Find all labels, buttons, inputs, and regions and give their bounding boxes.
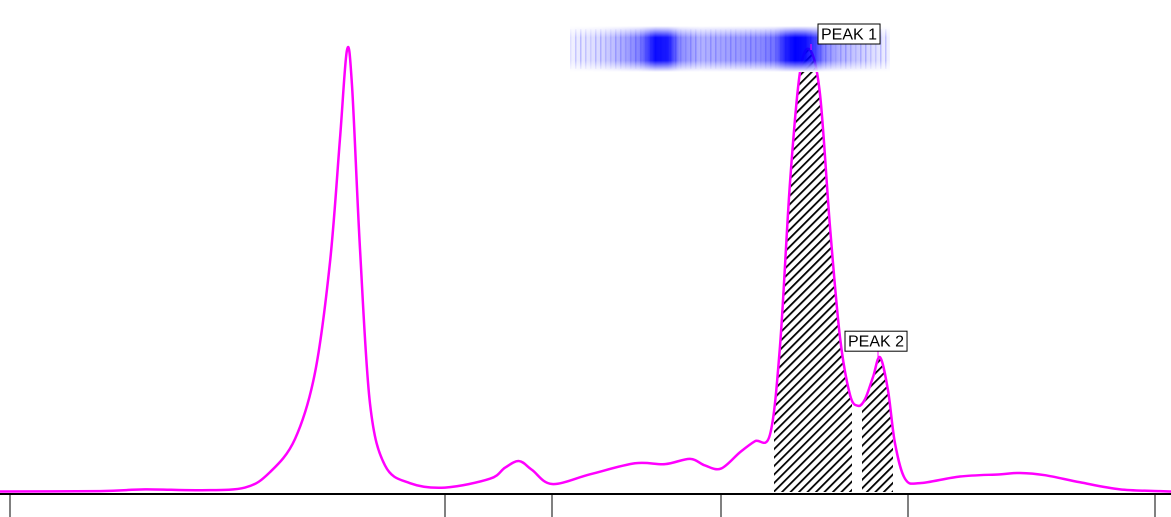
x-axis bbox=[0, 493, 1171, 517]
shaded-region-2 bbox=[862, 47, 893, 492]
trace-line bbox=[0, 45, 1171, 493]
shaded-peak-areas bbox=[774, 47, 893, 492]
peak-label-box bbox=[817, 23, 881, 45]
peak-labels: PEAK 1 PEAK 2 bbox=[810, 23, 908, 358]
peak-label-box bbox=[844, 330, 908, 352]
peak-label-text: PEAK 2 bbox=[848, 334, 904, 351]
density-trace bbox=[0, 45, 1171, 493]
peak-label-1: PEAK 1 bbox=[810, 23, 881, 50]
peak-label-text: PEAK 1 bbox=[821, 27, 877, 44]
peak-label-2: PEAK 2 bbox=[844, 330, 908, 358]
